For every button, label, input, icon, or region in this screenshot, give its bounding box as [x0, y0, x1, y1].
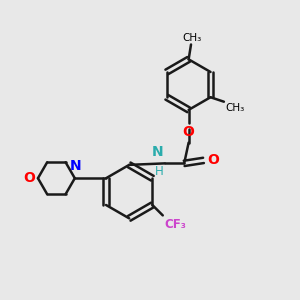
Text: CF₃: CF₃ — [164, 218, 186, 231]
Text: CH₃: CH₃ — [182, 33, 201, 43]
Text: CH₃: CH₃ — [225, 103, 244, 112]
Text: O: O — [207, 153, 219, 167]
Text: O: O — [183, 125, 195, 139]
Text: H: H — [154, 165, 164, 178]
Text: N: N — [152, 145, 164, 159]
Text: O: O — [24, 171, 36, 185]
Text: N: N — [70, 159, 81, 173]
